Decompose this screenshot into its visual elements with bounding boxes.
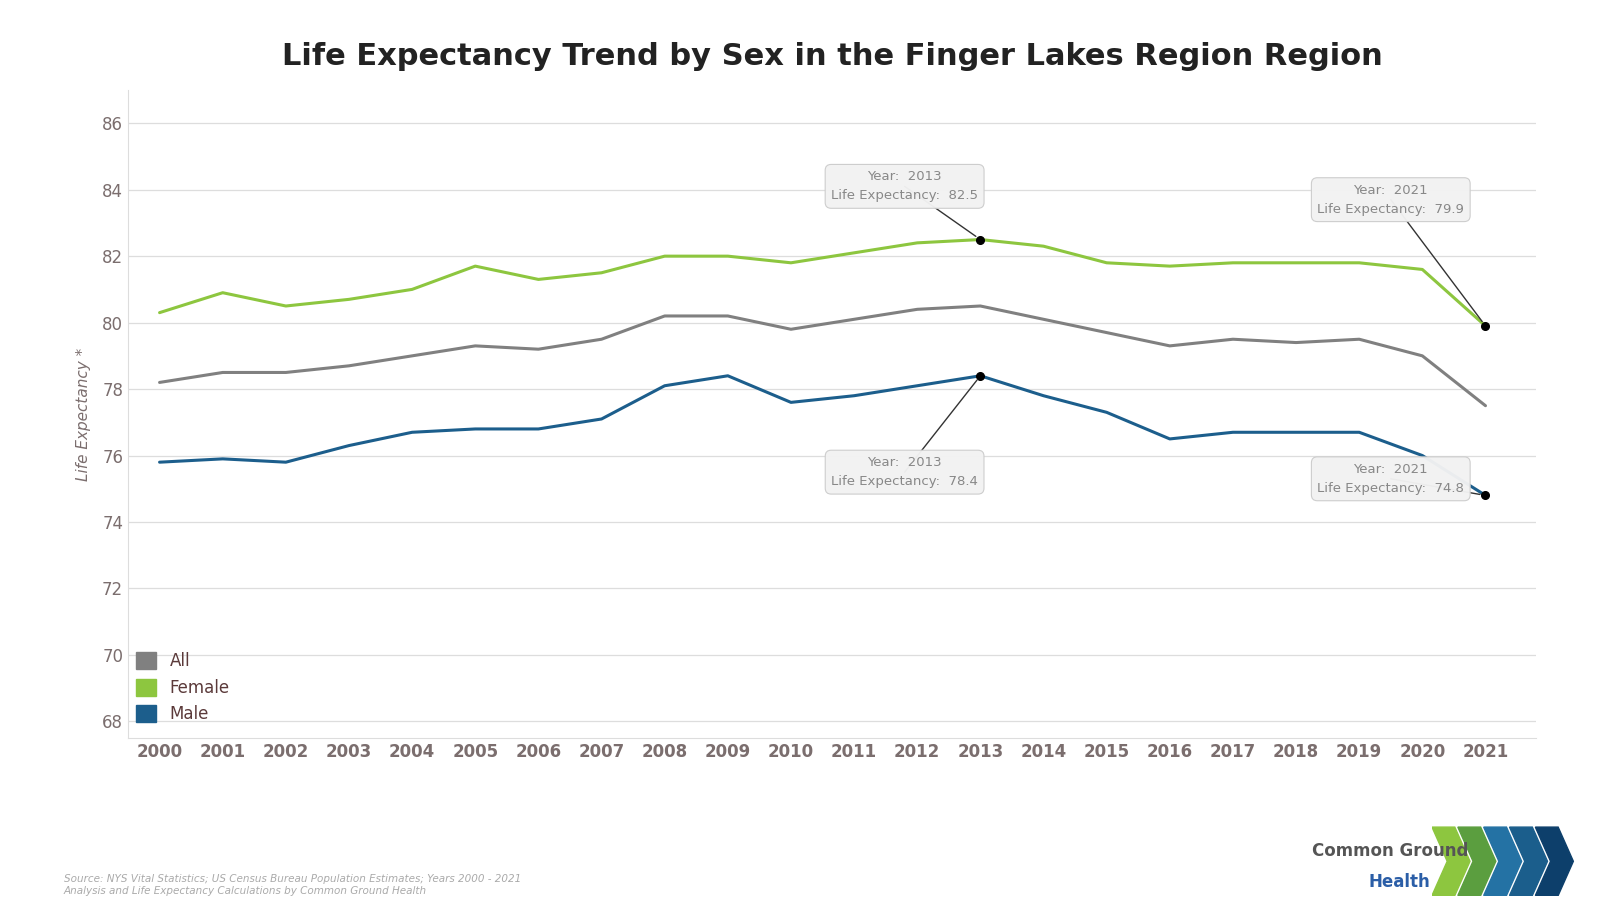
Text: Year:  2013
Life Expectancy:  78.4: Year: 2013 Life Expectancy: 78.4 bbox=[830, 456, 978, 488]
Polygon shape bbox=[1509, 827, 1547, 896]
Text: Common Ground: Common Ground bbox=[1312, 842, 1469, 859]
Polygon shape bbox=[1536, 827, 1573, 896]
Polygon shape bbox=[1483, 827, 1522, 896]
Polygon shape bbox=[1458, 827, 1496, 896]
Text: Year:  2021
Life Expectancy:  79.9: Year: 2021 Life Expectancy: 79.9 bbox=[1317, 184, 1464, 216]
Legend: All, Female, Male: All, Female, Male bbox=[136, 652, 230, 724]
Text: Year:  2021
Life Expectancy:  74.8: Year: 2021 Life Expectancy: 74.8 bbox=[1317, 463, 1464, 495]
Y-axis label: Life Expectancy *: Life Expectancy * bbox=[75, 347, 91, 481]
Text: Health: Health bbox=[1368, 873, 1430, 891]
Polygon shape bbox=[1432, 827, 1470, 896]
Text: Year:  2013
Life Expectancy:  82.5: Year: 2013 Life Expectancy: 82.5 bbox=[830, 170, 978, 202]
Text: Source: NYS Vital Statistics; US Census Bureau Population Estimates; Years 2000 : Source: NYS Vital Statistics; US Census … bbox=[64, 874, 522, 896]
Title: Life Expectancy Trend by Sex in the Finger Lakes Region Region: Life Expectancy Trend by Sex in the Fing… bbox=[282, 42, 1382, 71]
